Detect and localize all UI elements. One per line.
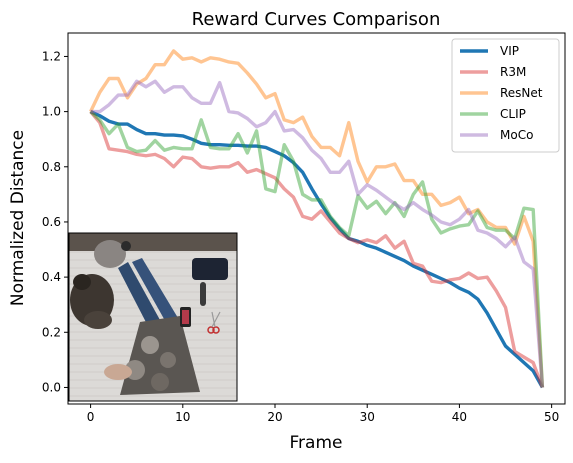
x-axis-label: Frame [290,433,343,453]
legend-box [451,38,560,153]
series-line-vip [89,110,544,389]
legend-label-clip: CLIP [500,107,526,121]
chart-title: Reward Curves Comparison [192,9,441,30]
series-line-r3m [89,110,545,389]
legend: VIP R3M ResNet CLIP MoCo [451,38,560,153]
series-line-moco [90,79,545,388]
y-tick-label: 0.6 [42,215,61,229]
x-axis: 0 10 20 30 40 50 [87,404,559,424]
legend-label-r3m: R3M [500,65,526,79]
series-line-clip [89,110,545,388]
inset-photo [68,232,238,402]
x-tick-label: 40 [452,410,467,424]
y-tick-label: 0.0 [42,380,61,394]
y-axis-label: Normalized Distance [8,130,28,306]
y-tick-label: 0.4 [42,270,61,284]
legend-label-moco: MoCo [500,128,533,142]
series-layer [89,49,545,389]
y-tick-label: 0.2 [42,325,61,339]
series-line-resnet [89,49,545,388]
legend-label-resnet: ResNet [500,86,543,100]
x-tick-label: 50 [544,410,559,424]
legend-label-vip: VIP [500,44,519,58]
x-tick-label: 20 [267,410,282,424]
x-tick-label: 10 [175,410,190,424]
y-axis: 0.0 0.2 0.4 0.6 0.8 1.0 1.2 [42,49,68,394]
plot-frame [67,32,566,405]
y-tick-label: 1.2 [42,49,61,63]
y-tick-label: 1.0 [42,105,61,119]
x-tick-label: 30 [360,410,375,424]
x-tick-label: 0 [87,410,95,424]
y-tick-label: 0.8 [42,160,61,174]
